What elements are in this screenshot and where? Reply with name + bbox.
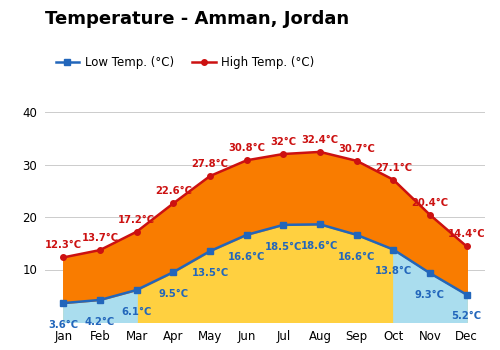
Text: 14.4°C: 14.4°C <box>448 230 486 239</box>
Text: 4.2°C: 4.2°C <box>85 317 115 327</box>
Text: Temperature - Amman, Jordan: Temperature - Amman, Jordan <box>45 10 349 28</box>
Text: 30.8°C: 30.8°C <box>228 144 265 153</box>
Text: 9.3°C: 9.3°C <box>415 290 445 300</box>
Text: 18.5°C: 18.5°C <box>264 241 302 252</box>
Text: 27.8°C: 27.8°C <box>192 159 228 169</box>
Text: 16.6°C: 16.6°C <box>338 252 376 261</box>
Text: 22.6°C: 22.6°C <box>155 187 192 196</box>
Text: 5.2°C: 5.2°C <box>452 312 482 321</box>
Text: 3.6°C: 3.6°C <box>48 320 78 330</box>
Text: 30.7°C: 30.7°C <box>338 144 375 154</box>
Text: 17.2°C: 17.2°C <box>118 215 155 225</box>
Legend: Low Temp. (°C), High Temp. (°C): Low Temp. (°C), High Temp. (°C) <box>51 51 320 74</box>
Text: 32°C: 32°C <box>270 137 296 147</box>
Text: 13.8°C: 13.8°C <box>374 266 412 276</box>
Text: 6.1°C: 6.1°C <box>122 307 152 317</box>
Text: 13.5°C: 13.5°C <box>192 268 228 278</box>
Text: 32.4°C: 32.4°C <box>302 135 339 145</box>
Text: 27.1°C: 27.1°C <box>375 163 412 173</box>
Text: 16.6°C: 16.6°C <box>228 252 266 261</box>
Text: 12.3°C: 12.3°C <box>45 240 82 251</box>
Text: 20.4°C: 20.4°C <box>412 198 449 208</box>
Text: 18.6°C: 18.6°C <box>302 241 339 251</box>
Text: 13.7°C: 13.7°C <box>82 233 118 243</box>
Text: 9.5°C: 9.5°C <box>158 289 188 299</box>
